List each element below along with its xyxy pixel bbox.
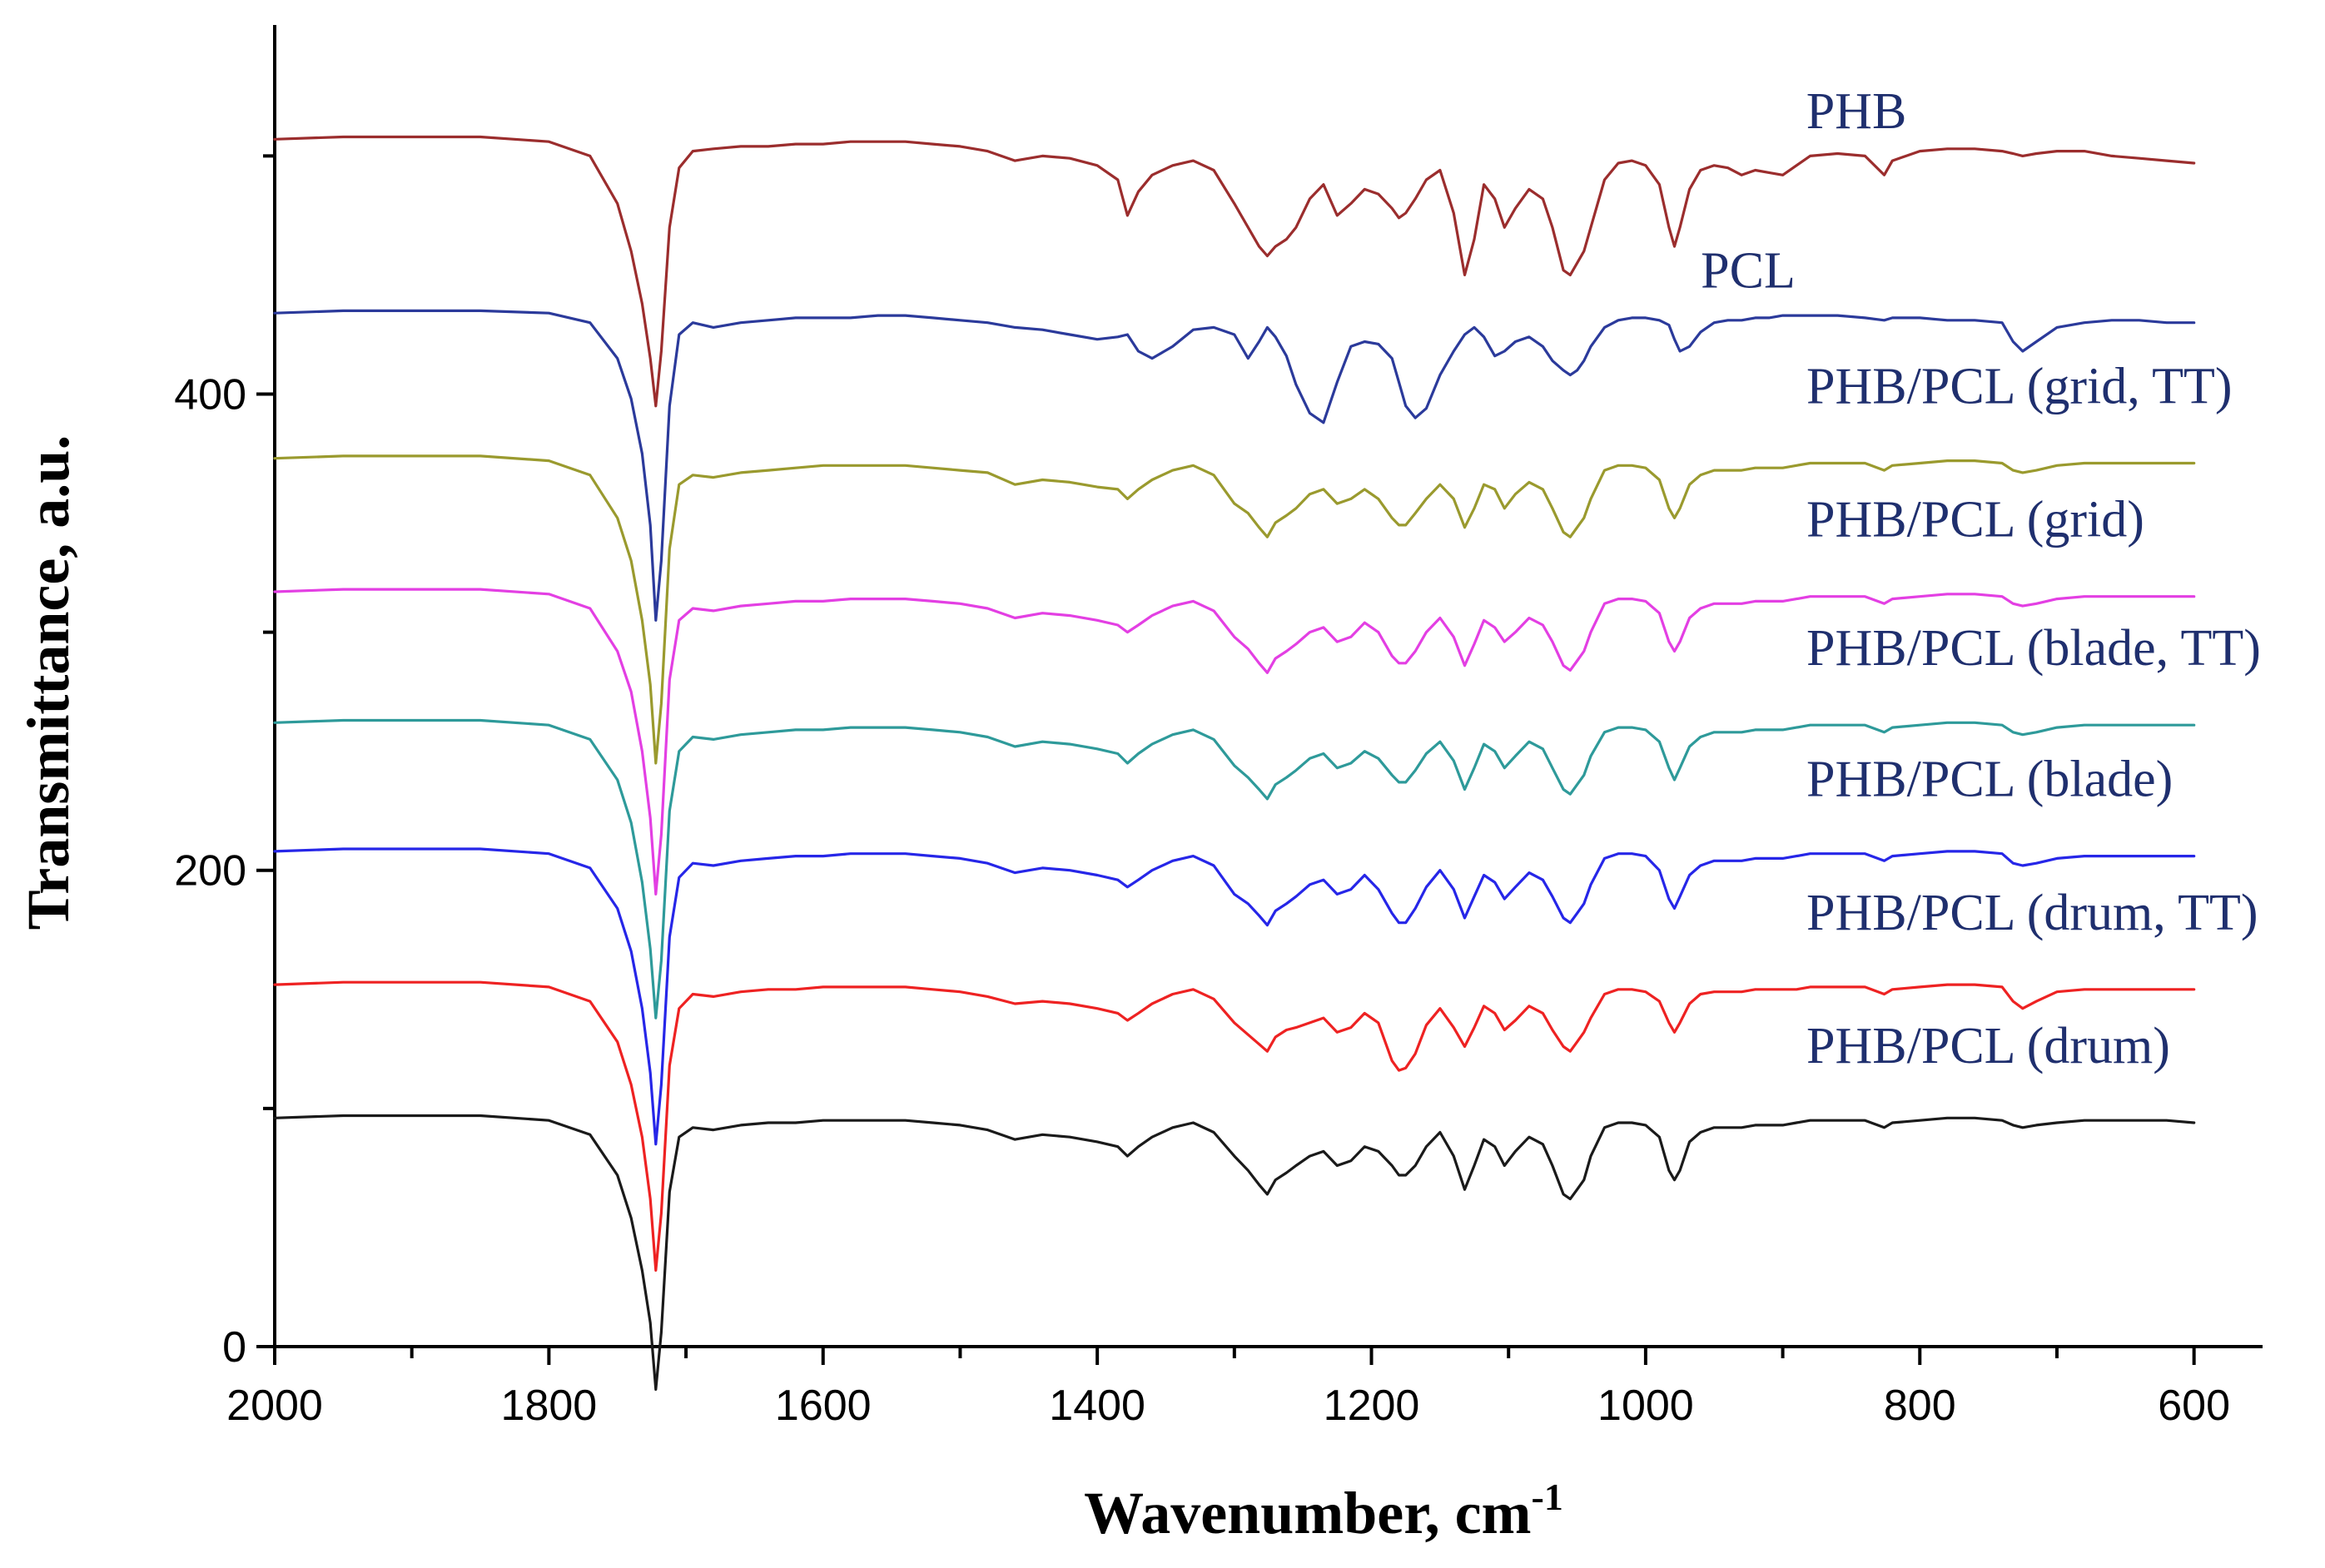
x-tick-label: 2000 [226,1382,323,1430]
series-labels: PHB PCL PHB/PCL (grid, TT) PHB/PCL (grid) PH… [1701,83,2261,1074]
series-label-phb-pcl-drum: PHB/PCL (drum) [1806,1018,2170,1074]
series-label-phb-pcl-drum-tt: PHB/PCL (drum, TT) [1806,885,2258,941]
tick-group: 2000 1800 1600 1400 1200 1000 800 600 0 200 400 [174,154,2230,1430]
series-line-phb-pcl-grid [273,588,2196,896]
series-label-phb-pcl-grid: PHB/PCL (grid) [1806,492,2144,548]
series-line-phb [273,135,2196,408]
series-label-phb: PHB [1806,83,1907,140]
y-axis-title: Transmittance, a.u. [15,435,82,930]
x-tick-label: 1200 [1324,1382,1420,1430]
series-line-pcl [273,309,2196,622]
x-tick-label: 1800 [501,1382,598,1430]
series-label-phb-pcl-blade: PHB/PCL (blade) [1806,752,2173,808]
series-label-pcl: PCL [1701,243,1796,300]
y-tick-label: 400 [174,370,246,419]
x-axis-title-text: Wavenumber, cm [1084,1480,1531,1546]
x-tick-label: 1600 [775,1382,872,1430]
series-line-phb-pcl-blade-tt [273,718,2196,1020]
y-tick-label: 200 [174,847,246,896]
series-line-phb-pcl-blade [273,847,2196,1146]
series-line-phb-pcl-grid-tt [273,454,2196,765]
x-axis-title: Wavenumber, cm-1 [1084,1476,1563,1546]
x-tick-label: 600 [2158,1382,2230,1430]
series-lines [273,135,2196,1392]
y-tick-label: 0 [222,1323,246,1372]
x-axis-title-superscript: -1 [1532,1476,1563,1518]
x-tick-label: 1000 [1597,1382,1694,1430]
x-tick-label: 800 [1884,1382,1956,1430]
series-line-phb-pcl-drum [273,1114,2196,1392]
series-line-phb-pcl-drum-tt [273,980,2196,1273]
series-label-phb-pcl-blade-tt: PHB/PCL (blade, TT) [1806,620,2261,677]
axes [273,25,2263,1348]
x-tick-label: 1400 [1049,1382,1145,1430]
series-label-phb-pcl-grid-tt: PHB/PCL (grid, TT) [1806,358,2233,414]
